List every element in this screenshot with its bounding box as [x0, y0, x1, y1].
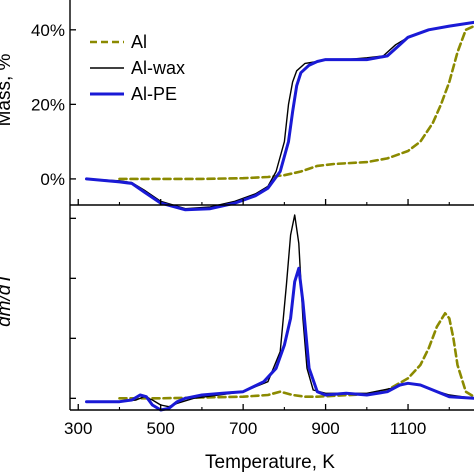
- x-tick-label: 500: [147, 419, 175, 438]
- bottom-series-line-al-wax: [85, 214, 474, 408]
- legend: Al Al-wax Al-PE: [90, 32, 185, 104]
- y-tick-label: 0%: [40, 170, 65, 189]
- bottom-panel: 300 500 700 900 1100: [64, 205, 474, 438]
- top-series-line-al-pe: [85, 20, 474, 212]
- y-tick-label: 20%: [31, 95, 65, 114]
- x-tick-label: 1100: [390, 419, 427, 438]
- legend-label-al: Al: [131, 32, 147, 52]
- top-series-line-al: [118, 24, 474, 181]
- x-tick-label: 700: [229, 419, 257, 438]
- x-tick-label: 300: [64, 419, 92, 438]
- top-series-line-al-wax: [85, 21, 474, 210]
- x-tick-label: 900: [311, 419, 339, 438]
- top-y-axis-label: Mass, %: [0, 53, 15, 126]
- legend-label-al-pe: Al-PE: [131, 84, 177, 104]
- x-axis-label: Temperature, K: [205, 452, 335, 473]
- bottom-series-line-al-pe: [85, 266, 474, 412]
- legend-label-al-wax: Al-wax: [131, 58, 185, 78]
- top-panel: 0% 20% 40%: [31, 0, 474, 212]
- y-tick-label: 40%: [31, 21, 65, 40]
- bottom-y-axis-label: dm/dT: [0, 272, 15, 327]
